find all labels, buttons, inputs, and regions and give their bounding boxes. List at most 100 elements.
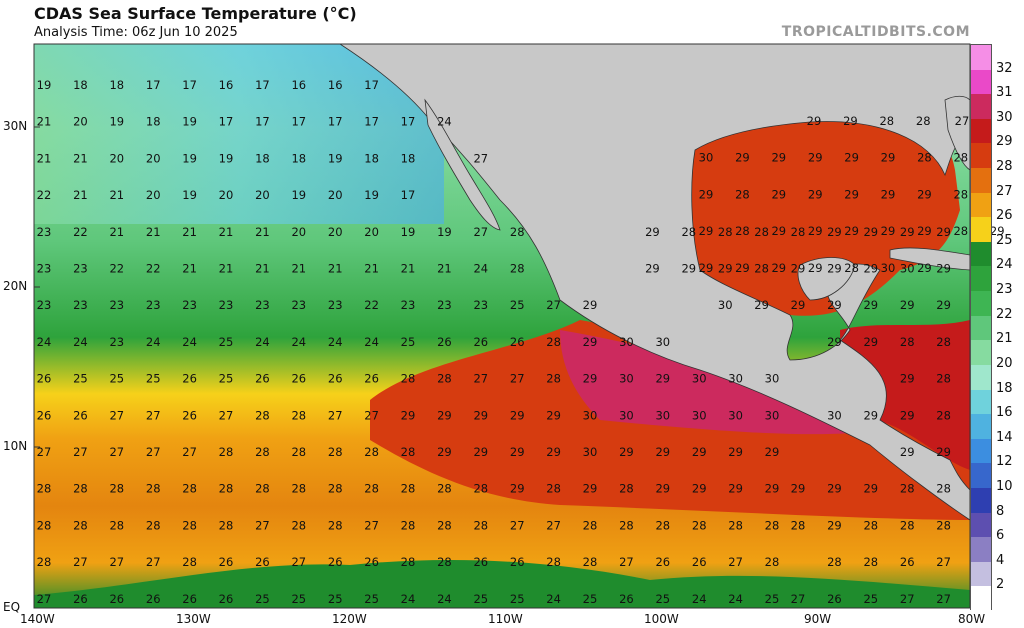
sst-value: 26 — [219, 555, 234, 569]
sst-value-east: 28 — [900, 518, 915, 532]
sst-value: 24 — [728, 592, 743, 606]
sst-value: 25 — [219, 372, 234, 386]
sst-value: 19 — [182, 115, 197, 129]
sst-value: 27 — [182, 445, 197, 459]
sst-value: 27 — [473, 372, 488, 386]
sst-value: 30 — [619, 372, 634, 386]
sst-value-east: 29 — [936, 262, 951, 276]
analysis-time: Analysis Time: 06z Jun 10 2025 — [34, 25, 238, 40]
colorbar-segment — [971, 45, 991, 71]
sst-value: 27 — [364, 408, 379, 422]
colorbar-tick-label: 14 — [996, 429, 1013, 445]
colorbar-tick-label: 31 — [996, 85, 1013, 101]
sst-value: 29 — [510, 408, 525, 422]
sst-value: 25 — [255, 592, 270, 606]
sst-value: 20 — [146, 151, 161, 165]
sst-value: 23 — [37, 298, 52, 312]
sst-value-east: 28 — [936, 482, 951, 496]
sst-value: 29 — [546, 445, 561, 459]
sst-value-east: 29 — [827, 482, 842, 496]
sst-value: 25 — [583, 592, 598, 606]
sst-value: 26 — [510, 335, 525, 349]
colorbar-segment — [971, 69, 991, 96]
sst-value: 21 — [255, 225, 270, 239]
sst-value: 21 — [73, 188, 88, 202]
sst-value: 28 — [364, 445, 379, 459]
sst-value-east: 28 — [827, 555, 842, 569]
sst-value: 29 — [473, 408, 488, 422]
sst-value: 27 — [510, 518, 525, 532]
sst-value: 28 — [546, 372, 561, 386]
sst-value: 28 — [255, 408, 270, 422]
gulf-sst-value: 29 — [699, 224, 714, 238]
sst-value: 26 — [255, 555, 270, 569]
sst-value: 28 — [546, 555, 561, 569]
gulf-sst-value: 29 — [808, 151, 823, 165]
sst-value-east: 29 — [791, 262, 806, 276]
sst-value: 27 — [109, 555, 124, 569]
gulf-sst-value: 28 — [917, 151, 932, 165]
sst-value: 28 — [583, 555, 598, 569]
sst-value: 24 — [437, 592, 452, 606]
sst-value-east: 26 — [900, 555, 915, 569]
colorbar-tick-label: 32 — [996, 60, 1013, 76]
sst-value-east: 29 — [900, 445, 915, 459]
gulf-sst-value: 29 — [699, 187, 714, 201]
lon-label-110w: 110W — [488, 612, 523, 626]
sst-value: 28 — [291, 518, 306, 532]
gulf-sst-value: 29 — [990, 224, 1005, 238]
sst-value: 29 — [401, 408, 416, 422]
sst-value: 26 — [109, 592, 124, 606]
sst-value: 26 — [437, 335, 452, 349]
sst-value: 27 — [73, 445, 88, 459]
sst-value: 28 — [510, 225, 525, 239]
sst-value: 26 — [73, 408, 88, 422]
sst-value: 28 — [109, 482, 124, 496]
sst-value: 17 — [146, 78, 161, 92]
colorbar-segment — [971, 561, 991, 588]
gulf-sst-value: 29 — [699, 261, 714, 275]
sst-value: 29 — [765, 482, 780, 496]
sst-value: 21 — [73, 151, 88, 165]
sst-value: 30 — [583, 445, 598, 459]
sst-value: 24 — [255, 335, 270, 349]
sst-value: 28 — [37, 518, 52, 532]
sst-value: 28 — [146, 482, 161, 496]
sst-value: 23 — [73, 298, 88, 312]
sst-value: 26 — [510, 555, 525, 569]
gulf-sst-value: 29 — [771, 224, 786, 238]
sst-value: 21 — [437, 262, 452, 276]
colorbar-tick-label: 10 — [996, 478, 1013, 494]
sst-value: 18 — [73, 78, 88, 92]
gulf-sst-value: 29 — [735, 151, 750, 165]
sst-value: 29 — [619, 445, 634, 459]
sst-value: 29 — [473, 445, 488, 459]
gulf-sst-value: 28 — [735, 224, 750, 238]
sst-value: 29 — [437, 408, 452, 422]
sst-value: 27 — [146, 445, 161, 459]
sst-value: 28 — [219, 445, 234, 459]
sst-value-east: 30 — [900, 262, 915, 276]
sst-value-east: 29 — [900, 408, 915, 422]
gulf-sst-value: 29 — [917, 224, 932, 238]
sst-value: 19 — [291, 188, 306, 202]
sst-value: 29 — [655, 445, 670, 459]
sst-value: 29 — [583, 335, 598, 349]
sst-value: 25 — [109, 372, 124, 386]
sst-value: 17 — [401, 188, 416, 202]
sst-value: 24 — [73, 335, 88, 349]
sst-value: 23 — [37, 225, 52, 239]
gulf-sst-value: 29 — [917, 187, 932, 201]
sst-value: 27 — [37, 592, 52, 606]
sst-value: 21 — [401, 262, 416, 276]
sst-value: 28 — [401, 445, 416, 459]
sst-value: 23 — [401, 298, 416, 312]
sst-value-east: 29 — [827, 518, 842, 532]
sst-value-east: 29 — [900, 298, 915, 312]
lat-label-20n: 20N — [3, 279, 28, 293]
sst-value: 28 — [291, 408, 306, 422]
gulf-sst-value: 29 — [771, 151, 786, 165]
sst-value-east: 28 — [936, 518, 951, 532]
sst-value: 30 — [728, 372, 743, 386]
sst-value: 28 — [182, 518, 197, 532]
